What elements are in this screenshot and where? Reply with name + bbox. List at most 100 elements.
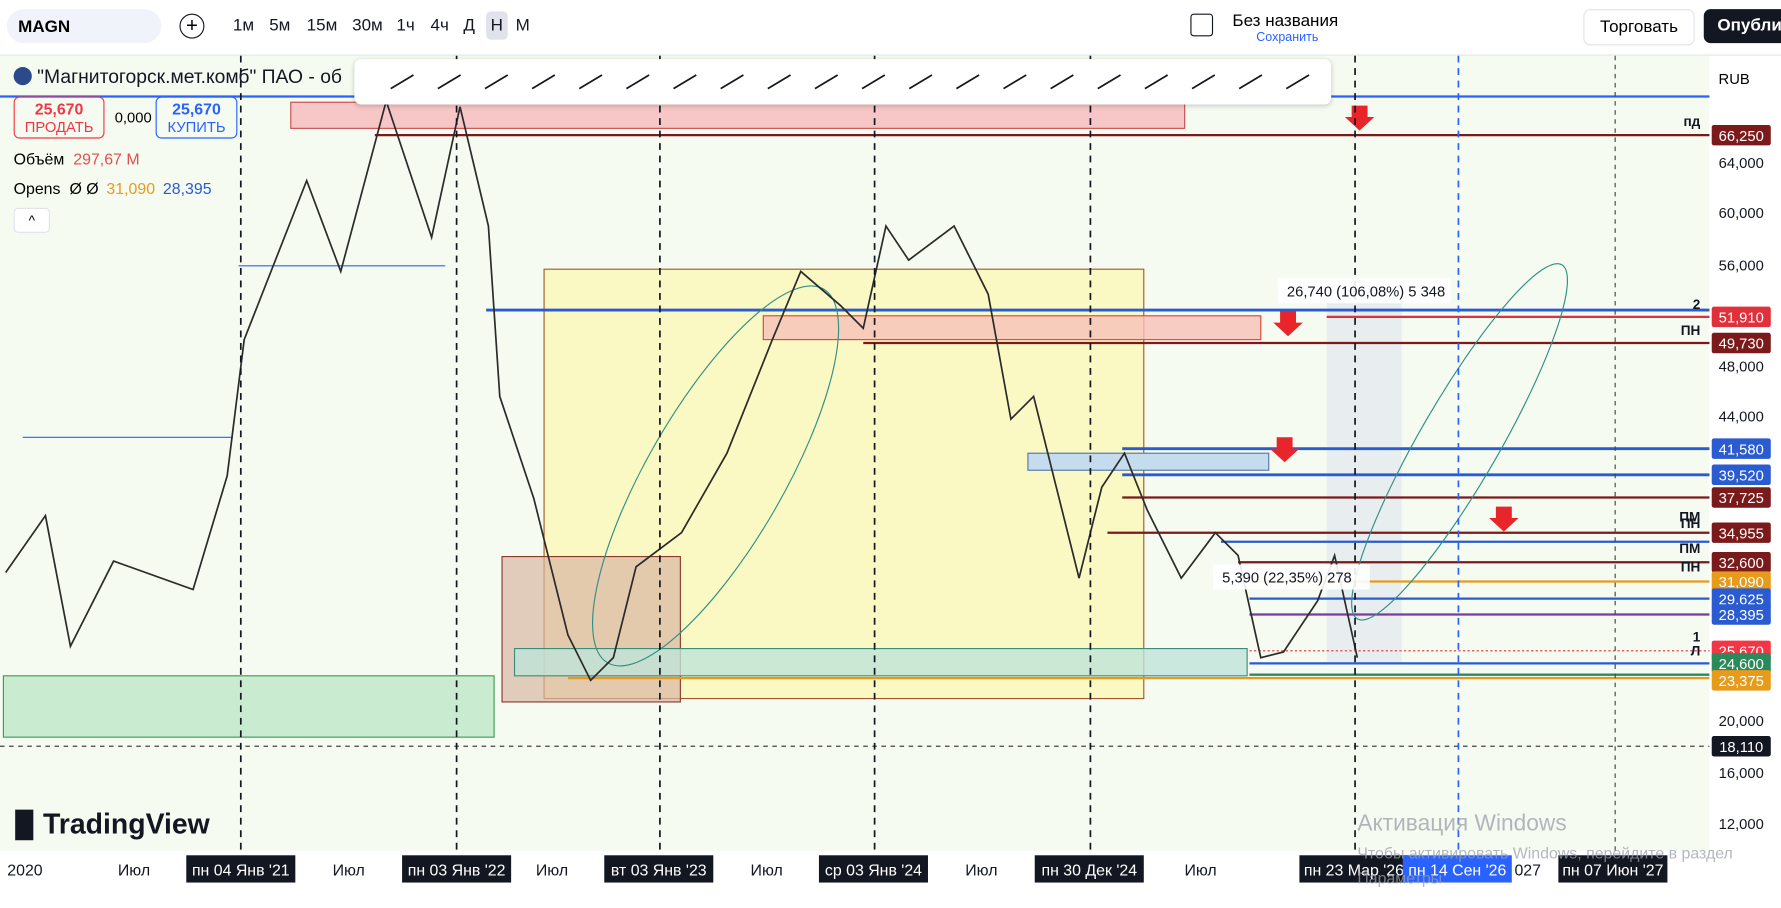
save-link[interactable]: Сохранить (1256, 30, 1319, 45)
currency[interactable]: RUB (1718, 70, 1750, 88)
price-label: 34,955 (1719, 526, 1764, 542)
indicator-empty: Ø Ø (69, 179, 99, 198)
arrows (1269, 105, 1519, 532)
time-label-bg (1034, 855, 1144, 883)
drawings (0, 55, 1710, 851)
spread: 0,000 (114, 109, 152, 127)
ellipse (1351, 263, 1568, 621)
windows-activation-link: Параметры (1357, 868, 1443, 888)
symbol-logo (13, 67, 32, 86)
tool-icon[interactable] (720, 74, 744, 90)
sell-label: ПРОДАТЬ (24, 118, 94, 136)
tool-icon[interactable] (1144, 74, 1169, 90)
price-label-bg (1711, 332, 1771, 354)
windows-activation-hint: Чтобы активировать Windows, перейдите в … (1357, 843, 1733, 863)
symbol: MAGN (18, 17, 71, 37)
annotation-box (1213, 564, 1370, 590)
time-label-bg (818, 855, 928, 883)
annotation: 26,740 (106,08%) 5 348 (1287, 284, 1445, 300)
price-label: 49,730 (1719, 337, 1764, 353)
time-label: пн 07 Июн '27 (1562, 863, 1663, 880)
tool-icon[interactable] (1285, 74, 1310, 90)
price-label-bg (1711, 588, 1771, 609)
annotation-box (1277, 278, 1451, 304)
price-label-bg (1711, 604, 1771, 625)
time-label: Июл (1184, 863, 1216, 880)
level-mark: ПН (1681, 516, 1701, 531)
symbol-search[interactable]: MAGN (6, 9, 162, 44)
chart-area: 26,740 (106,08%) 5 348 5,390 (22,35%) 278… (0, 55, 1781, 908)
price-label: 51,910 (1719, 311, 1764, 327)
time-label-bg (1402, 855, 1512, 883)
price-label-bg (1711, 670, 1771, 691)
price-label-bg (1711, 124, 1771, 146)
time-label-bg (1558, 855, 1668, 883)
tool-icon[interactable] (673, 74, 697, 90)
tool-icon[interactable] (1238, 74, 1263, 90)
tool-icon[interactable] (955, 74, 980, 90)
tool-icon[interactable] (1191, 74, 1216, 90)
interval-button[interactable]: 5м (269, 15, 291, 36)
level-mark: пд (1683, 114, 1700, 129)
tool-icon[interactable] (814, 74, 839, 90)
tool-icon[interactable] (484, 74, 509, 90)
rectangle (762, 315, 1262, 341)
tool-icon[interactable] (625, 74, 650, 90)
interval-button[interactable]: Д (463, 15, 475, 36)
windows-activation: Активация Windows (1357, 810, 1567, 836)
interval-button[interactable]: 1м (232, 15, 255, 36)
publish-button[interactable]: Опубли (1703, 9, 1781, 44)
price-label: 60,000 (1719, 206, 1764, 222)
time-label-bg (604, 855, 714, 883)
price-label-bg (1711, 653, 1771, 674)
compare-button[interactable]: + (179, 13, 205, 39)
time-label: Июл (333, 863, 365, 880)
tool-icon[interactable] (767, 74, 791, 90)
symbol-description: "Магнитогорск.мет.комб" ПАО - об (37, 65, 342, 88)
time-label: Июл (118, 863, 150, 880)
buy-button[interactable]: 25,670 КУПИТЬ (155, 96, 238, 139)
interval-button[interactable]: 15м (306, 15, 338, 36)
tool-icon[interactable] (1050, 74, 1074, 90)
level-mark: 2 (1693, 297, 1701, 312)
tool-icon[interactable] (531, 74, 556, 90)
indicator-name: Opens (13, 179, 61, 198)
tool-icon[interactable] (1003, 74, 1027, 90)
volume-label: Объём (13, 149, 65, 169)
time-label: пн 30 Дек '24 (1041, 863, 1137, 880)
price-label-bg (1711, 552, 1771, 573)
tool-icon[interactable] (1097, 74, 1121, 90)
rectangle (290, 101, 1186, 129)
level-mark: ПН (1681, 323, 1701, 338)
indicator-value: 28,395 (162, 179, 212, 198)
trade-button[interactable]: Торговать (1583, 9, 1695, 46)
tool-icon[interactable] (908, 74, 933, 90)
drawing-toolbar (354, 59, 1332, 105)
interval-button[interactable]: Н (486, 11, 508, 40)
price-label-bg (1711, 464, 1771, 486)
indicator-value: 31,090 (106, 179, 156, 198)
tool-icon[interactable] (390, 74, 414, 90)
layout-name[interactable]: Без названия (1232, 11, 1339, 31)
top-toolbar: MAGN + 1м 5м 15м 30м 1ч 4ч Д Н М Без названия Со… (0, 0, 1781, 56)
tool-icon[interactable] (861, 74, 886, 90)
time-label: пн 03 Янв '22 (408, 863, 506, 880)
price-label: 16,000 (1719, 766, 1764, 782)
time-label-bg (186, 855, 296, 883)
watermark: ▉ TradingView (15, 808, 210, 841)
time-label: пн 04 Янв '21 (192, 863, 290, 880)
tool-icon[interactable] (578, 74, 603, 90)
interval-button[interactable]: 1ч (396, 15, 415, 36)
price-label: 64,000 (1719, 156, 1764, 172)
buy-label: КУПИТЬ (167, 118, 226, 136)
price-label: 37,725 (1719, 491, 1764, 507)
interval-button[interactable]: 4ч (430, 15, 449, 36)
price-label: 66,250 (1719, 129, 1764, 145)
interval-button[interactable]: 30м (352, 15, 383, 36)
collapse-button[interactable]: ^ (13, 207, 50, 233)
tool-icon[interactable] (437, 74, 462, 90)
sell-button[interactable]: 25,670 ПРОДАТЬ (13, 96, 105, 139)
layout-checkbox[interactable] (1190, 13, 1214, 37)
interval-button[interactable]: М (515, 15, 530, 36)
rectangle (1027, 452, 1270, 471)
